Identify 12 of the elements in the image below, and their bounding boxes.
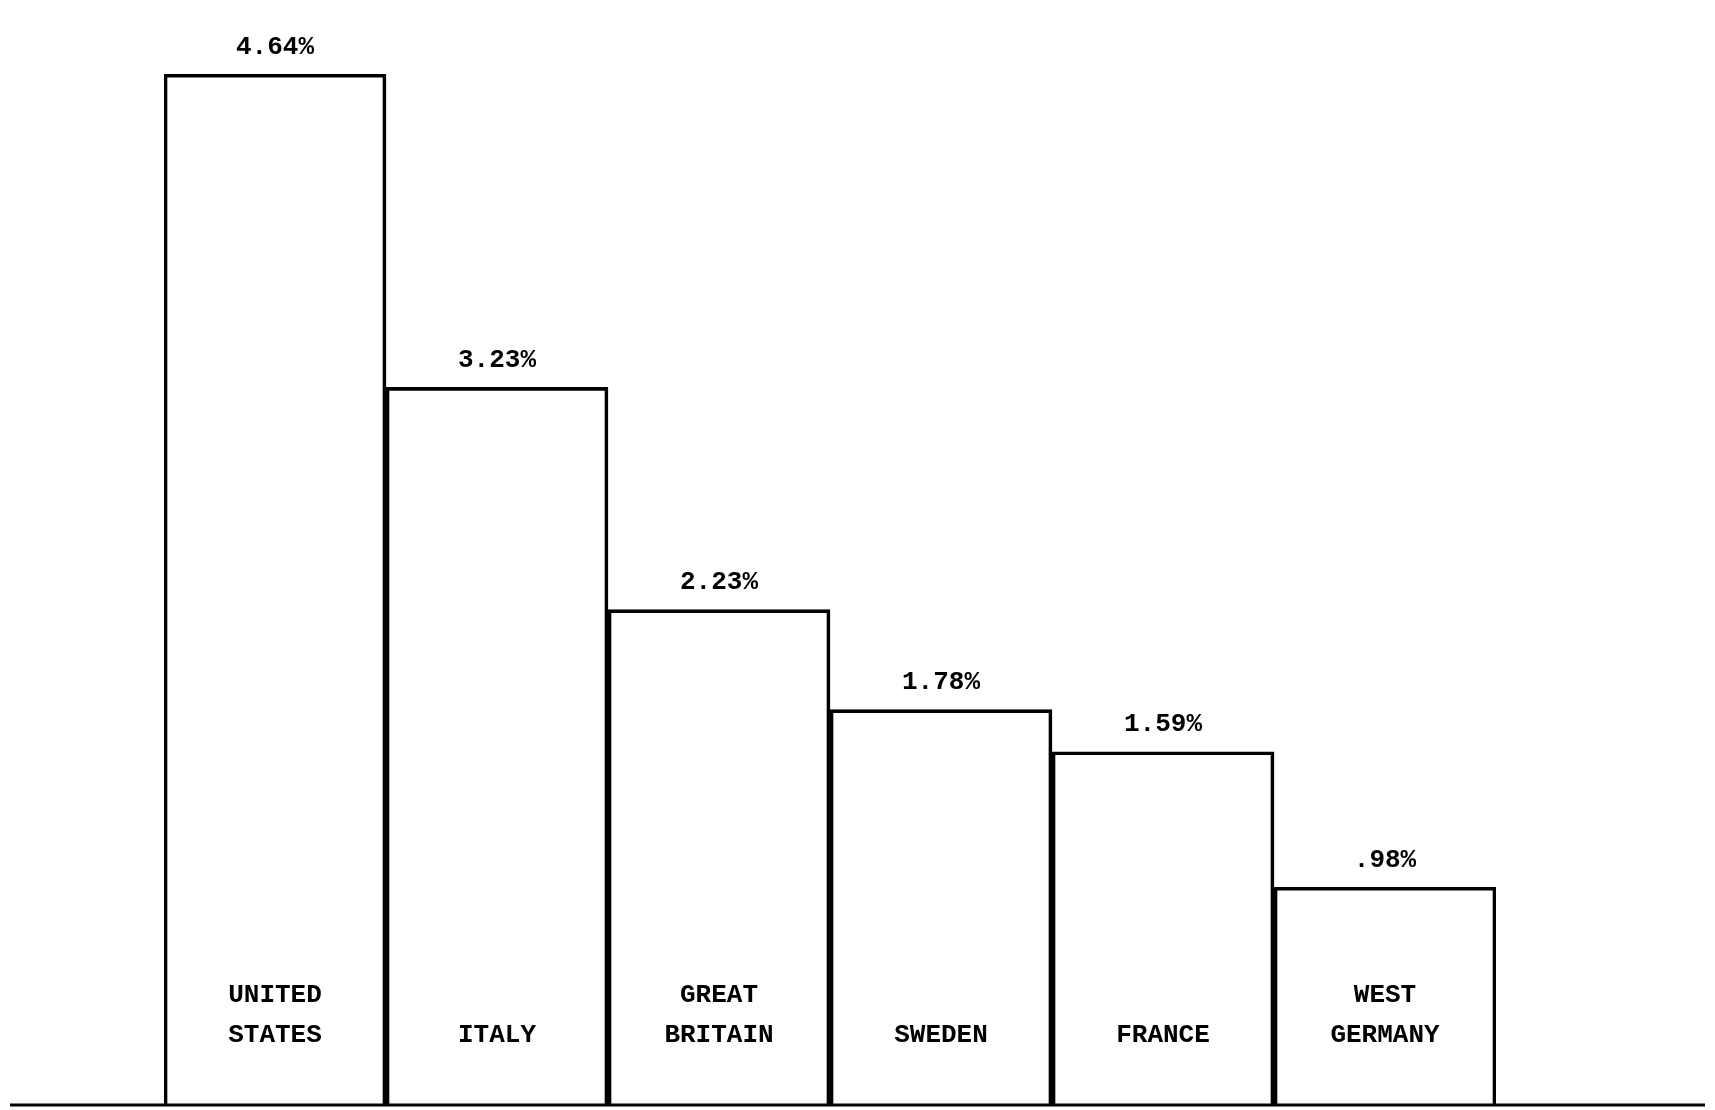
data-label: 1.78% — [901, 667, 981, 698]
data-label: 4.64% — [235, 31, 315, 62]
data-label: 1.59% — [1123, 709, 1203, 740]
data-label: 3.23% — [457, 345, 537, 375]
x-tick-label: FRANCE — [1116, 1019, 1210, 1050]
x-tick-label: GREAT BRITAIN — [664, 979, 774, 1050]
data-label: 2.23% — [679, 567, 759, 598]
data-label: .98% — [1353, 844, 1417, 875]
x-tick-label: UNITED STATES — [228, 979, 322, 1050]
x-tick-label: ITALY — [457, 1019, 537, 1050]
x-tick-label: SWEDEN — [894, 1019, 988, 1050]
x-tick-label: WEST GERMANY — [1330, 979, 1441, 1050]
